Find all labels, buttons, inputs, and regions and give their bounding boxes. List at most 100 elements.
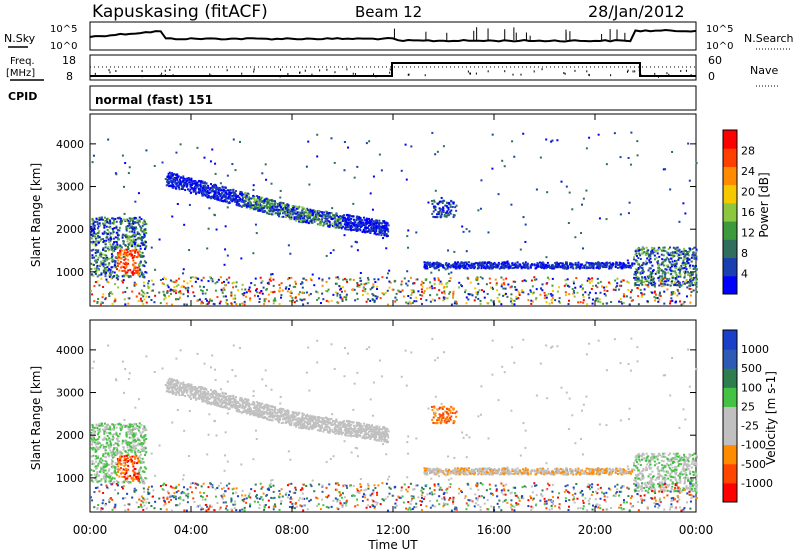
power-point: [641, 270, 644, 273]
power-point: [354, 299, 357, 302]
velocity-point: [90, 431, 93, 434]
power-point: [438, 289, 441, 292]
power-point: [307, 140, 310, 143]
power-point: [295, 219, 298, 222]
power-point: [384, 227, 387, 230]
power-point: [147, 286, 150, 289]
power-point: [118, 226, 121, 229]
velocity-point: [112, 448, 115, 451]
power-point: [182, 181, 185, 184]
power-point: [434, 208, 437, 211]
power-point: [652, 280, 655, 283]
power-point: [585, 267, 588, 270]
power-point: [175, 285, 178, 288]
nave-dot: [354, 73, 356, 76]
power-point: [126, 240, 129, 243]
power-point: [94, 237, 97, 240]
nave-dot: [334, 71, 336, 74]
power-point: [641, 283, 644, 286]
velocity-point: [112, 481, 115, 484]
velocity-point: [99, 446, 102, 449]
power-point: [660, 279, 663, 282]
power-point: [99, 240, 102, 243]
velocity-point: [117, 458, 120, 461]
power-point: [363, 223, 366, 226]
power-point: [291, 299, 294, 302]
power-point: [575, 276, 578, 279]
power-point: [233, 193, 236, 196]
power-point: [261, 292, 264, 295]
power-point: [217, 189, 220, 192]
power-point: [395, 298, 398, 301]
power-point: [252, 206, 255, 209]
power-point: [541, 266, 544, 269]
power-point: [338, 224, 341, 227]
power-point: [144, 248, 147, 251]
power-point: [623, 295, 626, 298]
velocity-point: [118, 435, 121, 438]
power-point: [135, 270, 138, 273]
nave-dot: [311, 73, 313, 76]
power-point: [476, 276, 479, 279]
power-point: [454, 267, 457, 270]
power-point: [138, 254, 141, 257]
power-point: [678, 257, 681, 260]
power-point: [116, 234, 119, 237]
power-point: [287, 213, 290, 216]
velocity-point: [118, 432, 121, 435]
power-point: [583, 264, 586, 267]
power-point: [588, 262, 591, 265]
power-point: [106, 247, 109, 250]
power-point: [183, 184, 186, 187]
velocity-point: [143, 440, 146, 443]
power-point: [460, 284, 463, 287]
power-point: [308, 183, 311, 186]
power-point: [671, 252, 674, 255]
power-point: [671, 254, 674, 257]
power-point: [333, 221, 336, 224]
power-point: [481, 261, 484, 264]
power-point: [321, 284, 324, 287]
power-point: [474, 296, 477, 299]
power-point: [626, 265, 629, 268]
power-point: [145, 271, 148, 274]
power-point: [343, 234, 346, 237]
power-point: [261, 196, 264, 199]
power-point: [686, 260, 689, 263]
power-point: [365, 300, 368, 303]
power-point: [383, 232, 386, 235]
power-point: [507, 262, 510, 265]
velocity-point: [105, 431, 108, 434]
power-point: [121, 281, 124, 284]
power-point: [558, 262, 561, 265]
velocity-point: [111, 460, 114, 463]
power-point: [154, 268, 157, 271]
power-point: [117, 238, 120, 241]
velocity-point: [130, 441, 133, 444]
power-point: [356, 224, 359, 227]
velocity-point: [139, 434, 142, 437]
power-point: [650, 276, 653, 279]
power-point: [143, 260, 146, 263]
power-point: [103, 226, 106, 229]
power-point: [124, 257, 127, 260]
power-point: [270, 213, 273, 216]
power-point: [368, 217, 371, 220]
power-point: [669, 266, 672, 269]
velocity-point: [115, 446, 118, 449]
power-point: [289, 291, 292, 294]
power-point: [137, 266, 140, 269]
power-point: [194, 276, 197, 279]
power-point: [676, 255, 679, 258]
power-point: [665, 264, 668, 267]
velocity-point: [116, 438, 119, 441]
power-point: [579, 301, 582, 304]
power-point: [178, 188, 181, 191]
velocity-point: [101, 459, 104, 462]
power-point: [423, 265, 426, 268]
power-point: [636, 248, 639, 251]
power-point: [669, 246, 672, 249]
power-point: [606, 289, 609, 292]
power-point: [503, 267, 506, 270]
power-point: [567, 222, 570, 225]
